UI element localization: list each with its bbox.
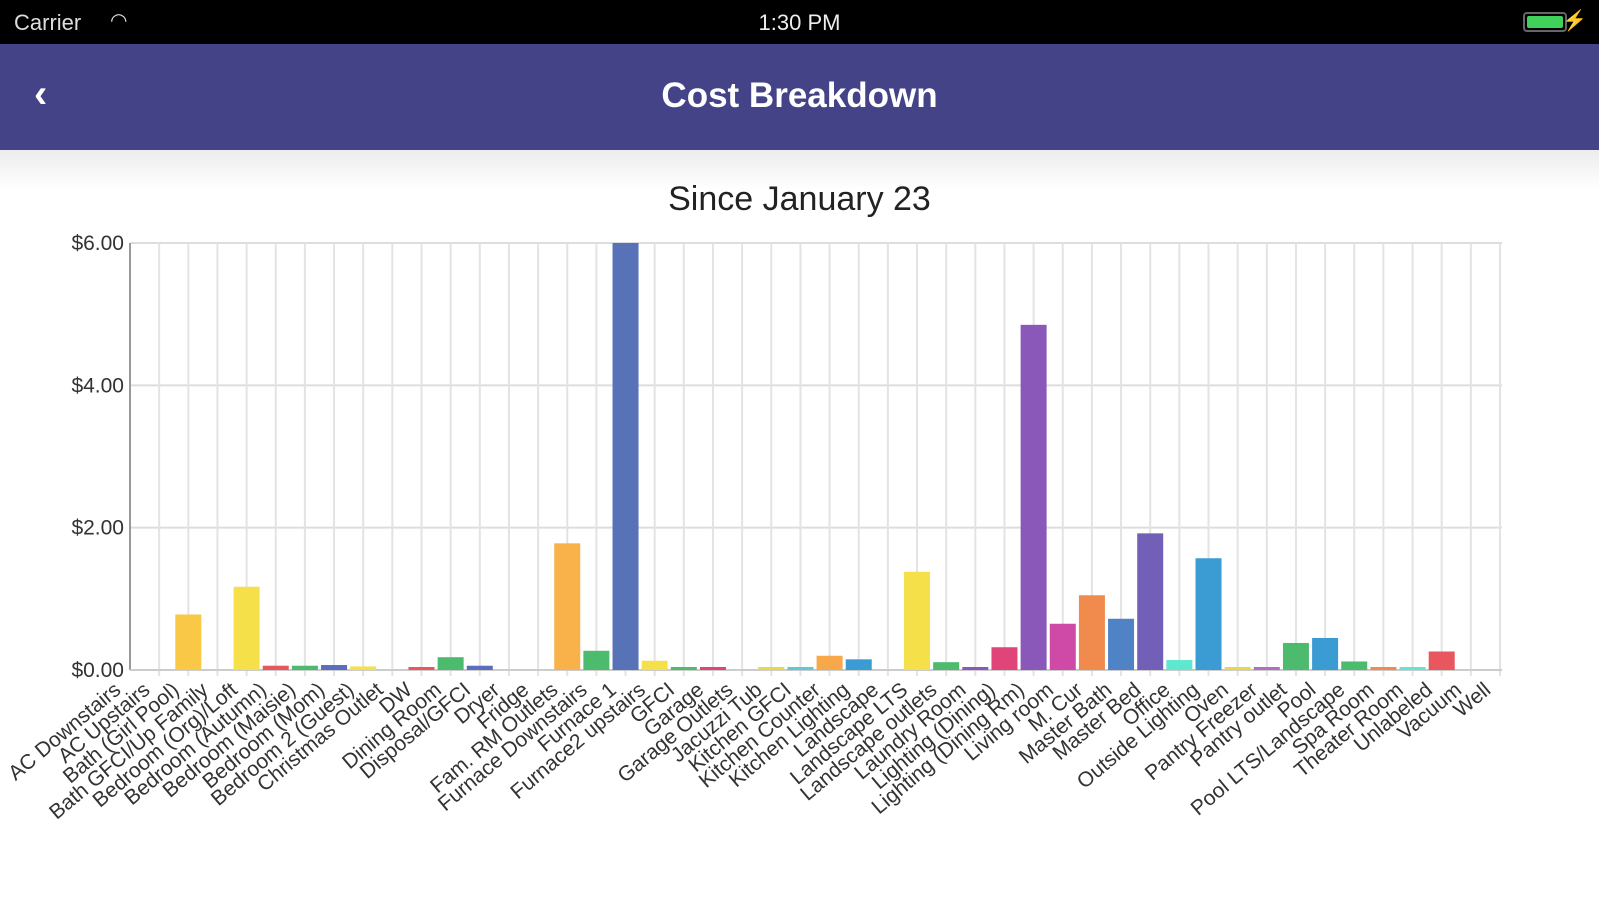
bar: [1020, 324, 1047, 670]
bar: [933, 662, 960, 670]
bar: [350, 666, 377, 670]
bar: [1108, 618, 1135, 670]
bar: [641, 660, 668, 670]
bar: [816, 655, 843, 670]
wifi-icon: ◠: [110, 10, 128, 32]
chevron-left-icon[interactable]: ‹: [34, 72, 48, 116]
y-tick-label: $2.00: [71, 517, 124, 540]
carrier-label: Carrier: [14, 10, 82, 35]
bar: [699, 667, 726, 670]
nav-bar: ‹ Cost Breakdown: [0, 44, 1599, 150]
bar: [262, 665, 289, 670]
bar: [612, 243, 639, 670]
bar: [1224, 667, 1251, 670]
bar: [1049, 623, 1076, 670]
bar: [1137, 533, 1164, 670]
status-bar: Carrier ◠ 1:30 PM ⚡: [0, 0, 1599, 44]
bar: [1312, 637, 1339, 670]
page-title: Cost Breakdown: [661, 76, 938, 115]
chart-title: Since January 23: [668, 180, 931, 218]
charging-icon: ⚡: [1562, 10, 1587, 32]
y-tick-label: $6.00: [71, 232, 124, 255]
bar: [1341, 661, 1368, 670]
bar: [904, 571, 931, 670]
bar: [291, 665, 318, 670]
bar: [408, 667, 435, 670]
bar: [554, 543, 581, 670]
bar: [175, 614, 202, 670]
bar: [437, 657, 464, 670]
bar: [466, 665, 493, 670]
battery-icon: [1523, 12, 1567, 32]
bar: [1428, 651, 1455, 670]
bar: [1195, 558, 1222, 670]
bar: [1166, 660, 1193, 670]
bar: [1282, 642, 1309, 670]
bar: [991, 647, 1018, 670]
bar: [233, 586, 260, 670]
y-tick-label: $4.00: [71, 374, 124, 397]
status-time: 1:30 PM: [758, 10, 841, 35]
bar: [787, 667, 814, 670]
bar: [321, 665, 348, 670]
bar: [583, 650, 610, 670]
bar: [1253, 667, 1280, 670]
bar: [845, 659, 872, 670]
nav-shadow: [0, 150, 1599, 190]
bar: [1078, 595, 1105, 670]
y-tick-label: $0.00: [71, 659, 124, 682]
bar: [758, 667, 785, 670]
bar: [670, 667, 697, 670]
bar: [1399, 667, 1426, 670]
bar: [962, 667, 989, 670]
bar: [1370, 667, 1397, 670]
